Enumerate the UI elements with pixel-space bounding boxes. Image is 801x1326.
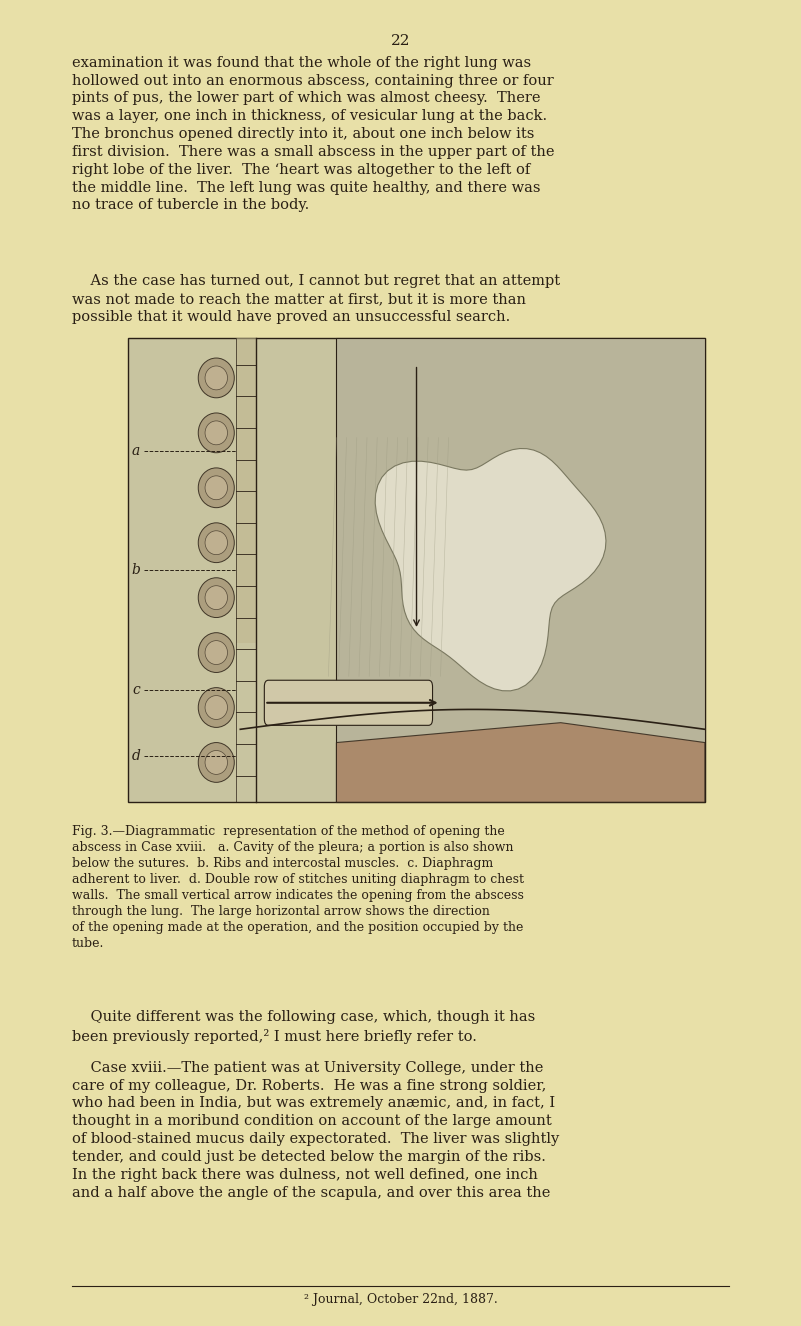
Ellipse shape bbox=[205, 586, 227, 610]
Ellipse shape bbox=[205, 640, 227, 664]
Text: Quite different was the following case, which, though it has
been previously rep: Quite different was the following case, … bbox=[72, 1010, 535, 1044]
Text: examination it was found that the whole of the right lung was
hollowed out into : examination it was found that the whole … bbox=[72, 56, 554, 212]
Ellipse shape bbox=[205, 366, 227, 390]
Polygon shape bbox=[375, 448, 606, 691]
Text: ² Journal, October 22nd, 1887.: ² Journal, October 22nd, 1887. bbox=[304, 1293, 497, 1306]
Text: Case xviii.—The patient was at University College, under the
care of my colleagu: Case xviii.—The patient was at Universit… bbox=[72, 1061, 559, 1200]
Polygon shape bbox=[336, 338, 705, 802]
Ellipse shape bbox=[198, 688, 235, 728]
Bar bbox=[128, 338, 705, 802]
Text: d: d bbox=[131, 749, 140, 762]
Ellipse shape bbox=[205, 696, 227, 720]
Ellipse shape bbox=[205, 476, 227, 500]
Ellipse shape bbox=[198, 468, 235, 508]
Text: 22: 22 bbox=[391, 34, 410, 49]
Text: c: c bbox=[132, 683, 140, 696]
Ellipse shape bbox=[205, 530, 227, 554]
Text: Fig. 3.—Diagrammatic  representation of the method of opening the
abscess in Cas: Fig. 3.—Diagrammatic representation of t… bbox=[72, 825, 524, 949]
Text: a: a bbox=[132, 444, 140, 457]
Ellipse shape bbox=[198, 578, 235, 618]
Polygon shape bbox=[336, 723, 705, 802]
Ellipse shape bbox=[198, 358, 235, 398]
Text: b: b bbox=[131, 564, 140, 577]
Ellipse shape bbox=[198, 412, 235, 452]
Ellipse shape bbox=[198, 633, 235, 672]
Text: As the case has turned out, I cannot but regret that an attempt
was not made to : As the case has turned out, I cannot but… bbox=[72, 274, 560, 324]
Ellipse shape bbox=[198, 743, 235, 782]
Ellipse shape bbox=[205, 751, 227, 774]
Ellipse shape bbox=[198, 522, 235, 562]
Ellipse shape bbox=[205, 420, 227, 444]
Polygon shape bbox=[236, 338, 256, 643]
FancyBboxPatch shape bbox=[264, 680, 433, 725]
